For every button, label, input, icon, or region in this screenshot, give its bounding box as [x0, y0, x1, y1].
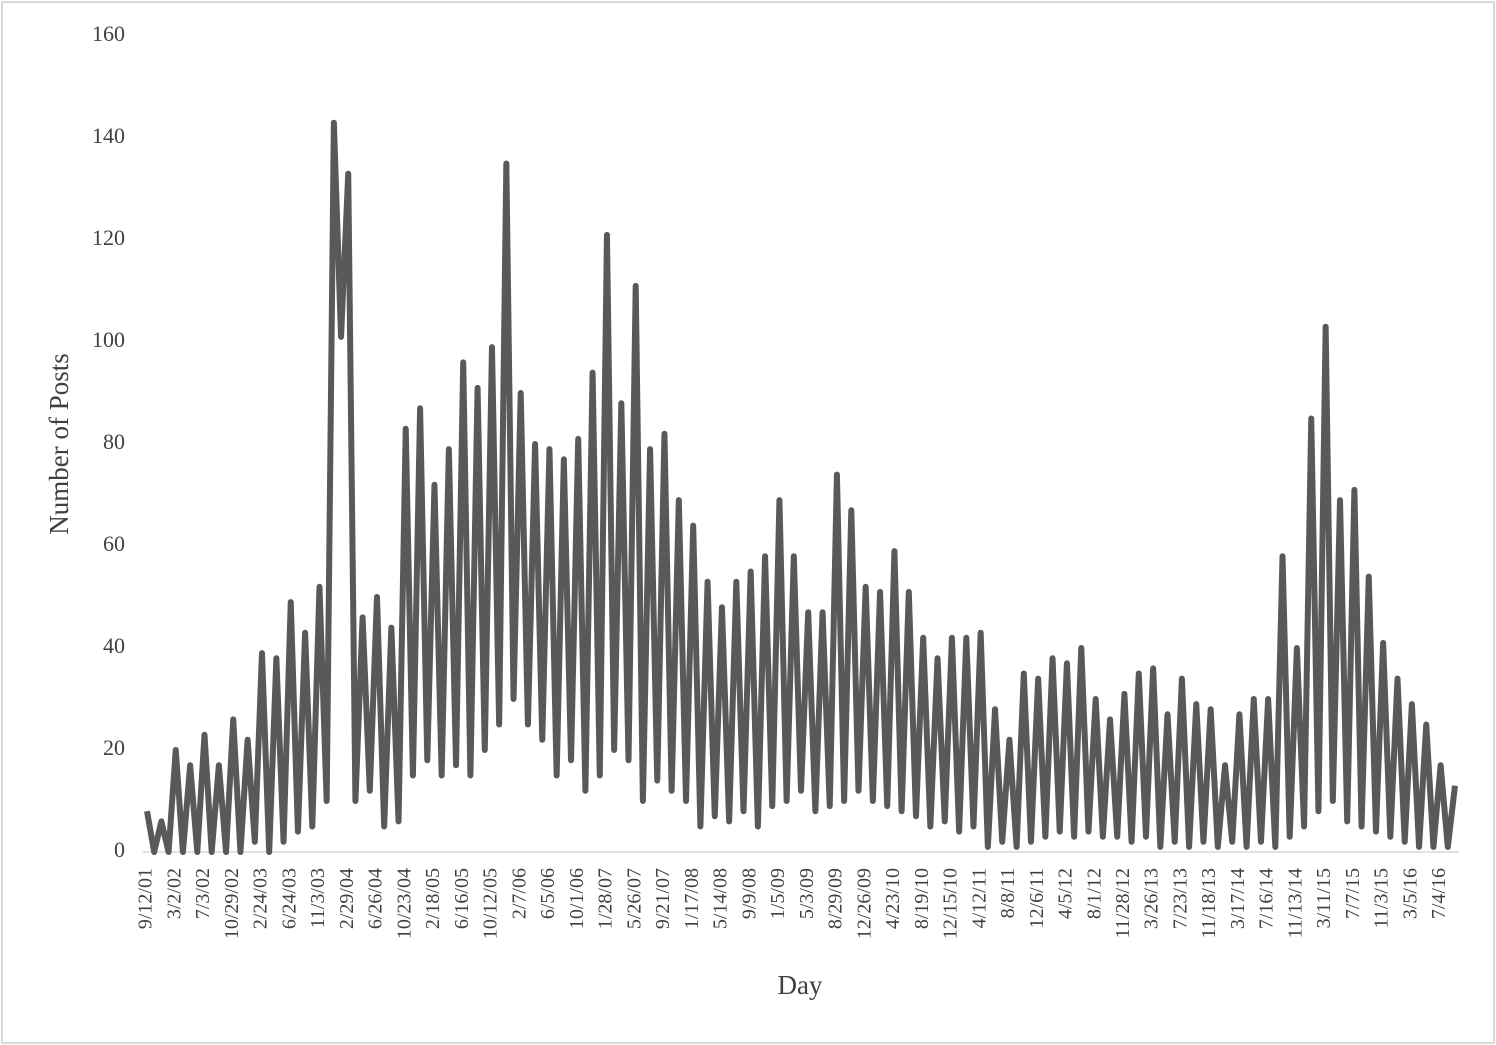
y-tick-label: 80: [103, 429, 125, 454]
x-tick-label: 2/29/04: [336, 868, 358, 929]
y-tick-label: 20: [103, 735, 125, 760]
x-tick-label: 11/18/13: [1198, 868, 1220, 938]
x-tick-label: 8/1/12: [1083, 868, 1105, 919]
x-tick-label: 6/16/05: [451, 868, 473, 929]
data-line: [144, 119, 1458, 855]
x-tick-label: 2/7/06: [508, 868, 530, 919]
x-tick-label: 4/23/10: [882, 868, 904, 929]
y-tick-label: 40: [103, 633, 125, 658]
x-tick-label: 4/5/12: [1055, 868, 1077, 919]
x-tick-label: 7/4/16: [1428, 868, 1450, 919]
y-tick-label: 140: [92, 123, 125, 148]
x-tick-label: 12/6/11: [1026, 868, 1048, 928]
x-tick-label: 3/5/16: [1399, 868, 1421, 919]
x-tick-label: 3/2/02: [163, 868, 185, 919]
x-tick-label: 1/5/09: [767, 868, 789, 919]
x-tick-label: 10/12/05: [480, 868, 502, 939]
x-tick-label: 12/26/09: [853, 868, 875, 939]
y-tick-label: 160: [92, 21, 125, 46]
x-tick-label: 7/3/02: [192, 868, 214, 919]
x-tick-label: 6/5/06: [537, 868, 559, 919]
x-tick-label: 3/17/14: [1227, 868, 1249, 929]
x-tick-label: 3/26/13: [1141, 868, 1163, 929]
x-tick-label: 8/19/10: [911, 868, 933, 929]
x-tick-label: 11/13/14: [1284, 868, 1306, 938]
x-tick-label: 11/3/03: [307, 868, 329, 928]
x-tick-label: 10/1/06: [566, 868, 588, 929]
x-tick-label: 5/3/09: [796, 868, 818, 919]
x-axis-title: Day: [778, 970, 823, 1000]
x-tick-label: 12/15/10: [940, 868, 962, 939]
y-tick-label: 100: [92, 327, 125, 352]
x-tick-label: 1/17/08: [681, 868, 703, 929]
x-tick-label: 6/24/03: [278, 868, 300, 929]
x-tick-label: 9/12/01: [135, 868, 157, 929]
x-tick-label: 7/23/13: [1169, 868, 1191, 929]
x-tick-label: 3/11/15: [1313, 868, 1335, 928]
y-tick-label: 60: [103, 531, 125, 556]
x-tick-label: 10/23/04: [393, 868, 415, 939]
x-tick-label: 5/26/07: [623, 868, 645, 929]
x-tick-label: 1/28/07: [595, 868, 617, 929]
x-tick-label: 10/29/02: [221, 868, 243, 939]
x-tick-label: 2/18/05: [422, 868, 444, 929]
y-tick-label: 120: [92, 225, 125, 250]
x-tick-label: 9/9/08: [738, 868, 760, 919]
x-tick-label: 11/3/15: [1371, 868, 1393, 928]
x-tick-label: 7/7/15: [1342, 868, 1364, 919]
x-tick-label: 2/24/03: [250, 868, 272, 929]
x-tick-label: 7/16/14: [1256, 868, 1278, 929]
x-tick-label: 4/12/11: [968, 868, 990, 928]
x-tick-label: 8/8/11: [997, 868, 1019, 918]
x-tick-label: 5/14/08: [710, 868, 732, 929]
x-tick-label: 8/29/09: [825, 868, 847, 929]
y-axis-title: Number of Posts: [44, 353, 74, 535]
y-tick-label: 0: [114, 837, 125, 862]
x-tick-label: 9/21/07: [652, 868, 674, 929]
x-tick-label: 6/26/04: [365, 868, 387, 929]
x-tick-label: 11/28/12: [1112, 868, 1134, 938]
